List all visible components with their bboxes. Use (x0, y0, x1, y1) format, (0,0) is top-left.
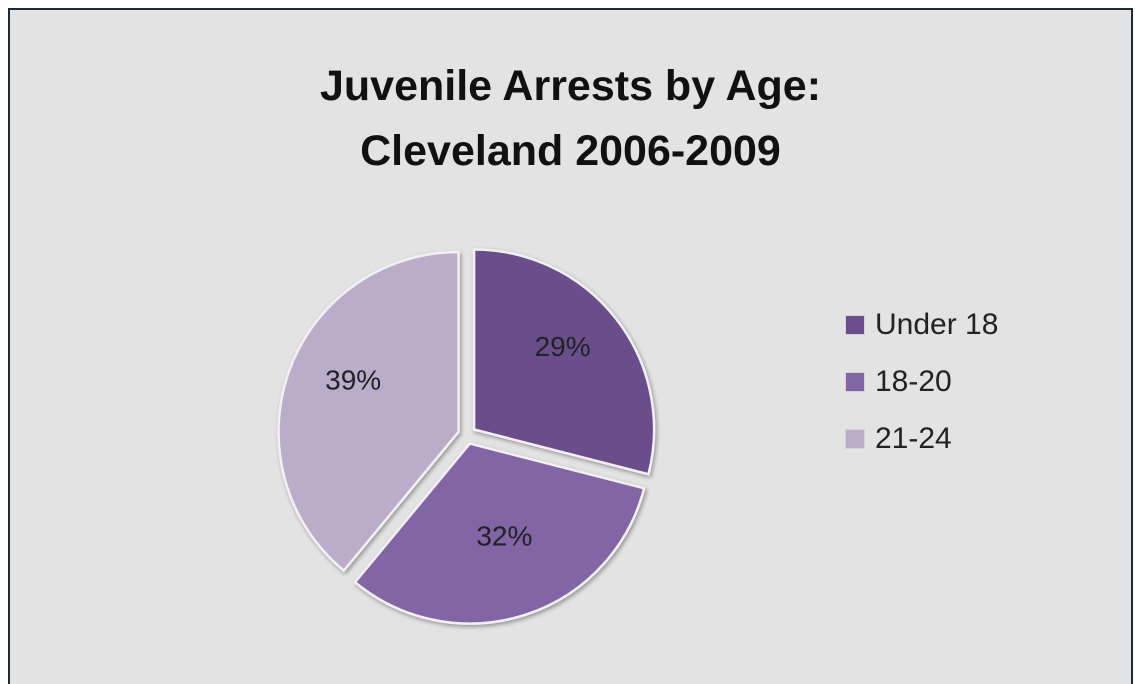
data-label-under-18: 29% (535, 331, 591, 362)
legend-label-under-18: Under 18 (875, 308, 999, 341)
legend-label-21-24: 21-24 (875, 422, 952, 455)
pie-slice-18-20 (353, 442, 646, 625)
legend-label-18-20: 18-20 (875, 365, 952, 398)
chart-title-line-2: Cleveland 2006-2009 (360, 127, 781, 175)
pie-slice-21-24 (277, 250, 460, 573)
legend-swatch-18-20 (845, 372, 865, 392)
data-label-18-20: 32% (476, 520, 532, 551)
legend-swatch-under-18 (845, 315, 865, 335)
legend-swatch-21-24 (845, 429, 865, 449)
data-label-21-24: 39% (325, 364, 381, 395)
pie-slice-under-18 (472, 248, 656, 476)
chart-title-line-1: Juvenile Arrests by Age: (319, 62, 822, 110)
